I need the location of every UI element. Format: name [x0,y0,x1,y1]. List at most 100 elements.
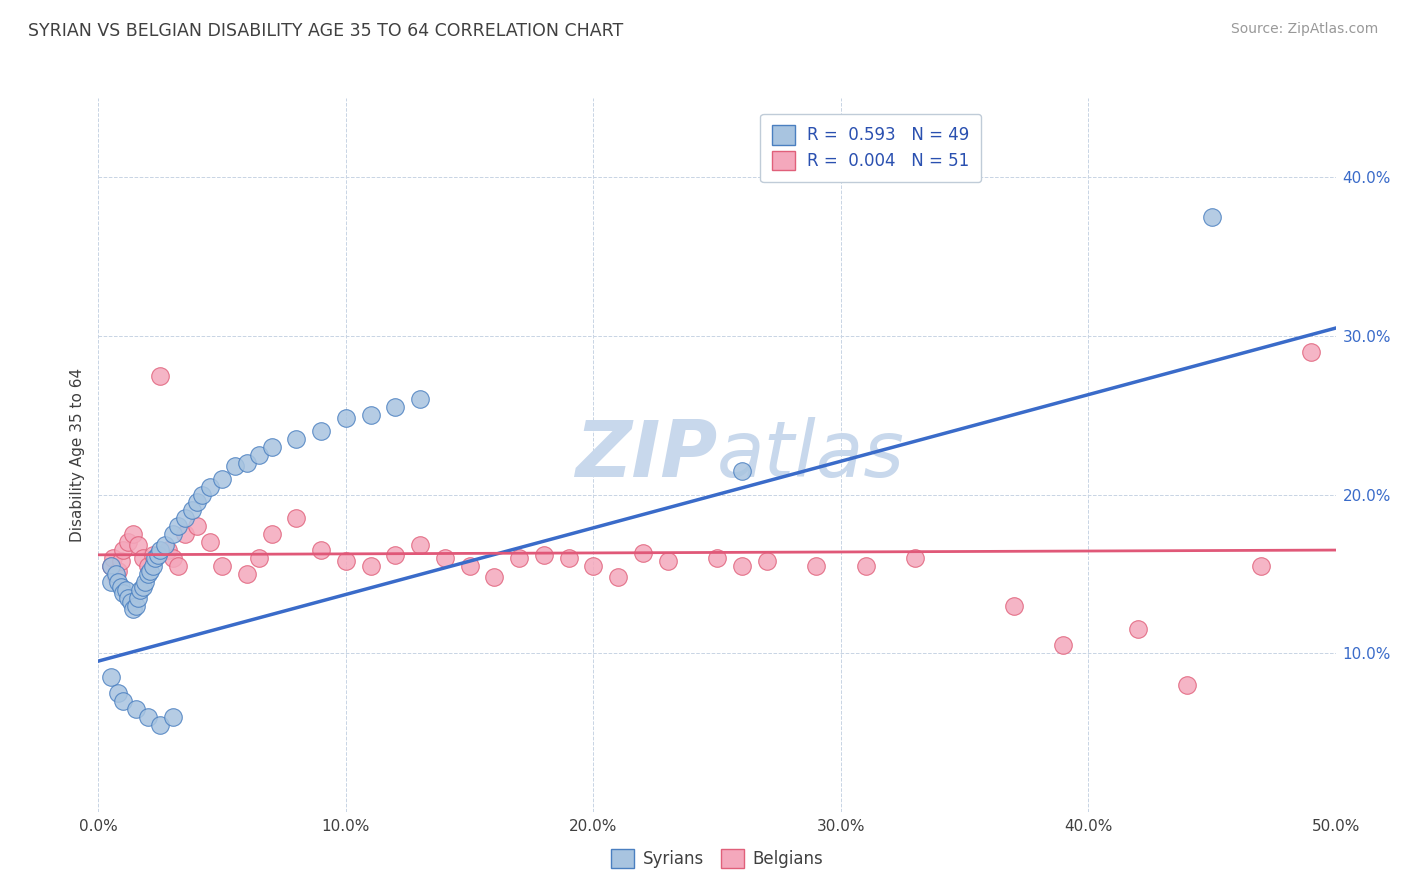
Point [162,709,184,723]
Point [755,554,778,568]
Legend: Syrians, Belgians: Syrians, Belgians [605,842,830,875]
Point [904,551,927,566]
Point [409,392,432,407]
Point [211,472,233,486]
Y-axis label: Disability Age 35 to 64: Disability Age 35 to 64 [69,368,84,542]
Point [607,570,630,584]
Point [236,456,259,470]
Point [100,558,122,573]
Point [855,558,877,573]
Point [631,546,654,560]
Point [107,564,129,578]
Point [285,511,308,525]
Point [149,543,172,558]
Point [335,411,357,425]
Point [1201,210,1223,224]
Point [107,574,129,589]
Text: SYRIAN VS BELGIAN DISABILITY AGE 35 TO 64 CORRELATION CHART: SYRIAN VS BELGIAN DISABILITY AGE 35 TO 6… [28,22,623,40]
Point [100,670,122,684]
Point [136,558,159,573]
Point [1299,344,1322,359]
Point [731,558,754,573]
Point [155,538,177,552]
Point [107,686,129,700]
Point [384,548,406,562]
Point [117,591,139,605]
Point [132,551,155,566]
Point [142,548,165,562]
Point [129,582,152,597]
Point [260,527,283,541]
Point [143,551,166,566]
Point [104,570,127,584]
Point [124,599,146,613]
Point [112,694,135,708]
Point [731,464,754,478]
Point [409,538,432,552]
Point [657,554,679,568]
Point [211,558,233,573]
Point [1002,599,1025,613]
Point [1250,558,1272,573]
Point [247,551,270,566]
Point [533,548,555,562]
Point [309,424,332,438]
Point [804,558,827,573]
Point [149,717,172,731]
Point [122,527,145,541]
Point [198,480,221,494]
Point [142,558,165,573]
Point [706,551,728,566]
Point [127,591,149,605]
Text: ZIP: ZIP [575,417,717,493]
Point [110,580,132,594]
Point [433,551,456,566]
Point [198,535,221,549]
Point [191,487,214,501]
Point [582,558,605,573]
Point [120,595,142,609]
Point [136,566,159,581]
Text: atlas: atlas [717,417,905,493]
Point [1175,678,1198,692]
Point [508,551,530,566]
Point [112,586,135,600]
Point [335,554,357,568]
Point [181,503,204,517]
Point [124,701,146,715]
Point [174,527,197,541]
Point [236,566,259,581]
Point [162,527,184,541]
Point [260,440,283,454]
Point [186,495,208,509]
Point [360,409,382,423]
Point [114,582,136,597]
Point [103,551,125,566]
Point [136,709,159,723]
Point [134,574,156,589]
Point [146,548,169,562]
Point [100,574,122,589]
Point [156,543,179,558]
Point [186,519,208,533]
Point [1052,638,1074,652]
Point [122,601,145,615]
Point [132,580,155,594]
Point [285,432,308,446]
Point [384,401,406,415]
Point [360,558,382,573]
Point [484,570,506,584]
Point [166,558,188,573]
Point [112,543,135,558]
Point [458,558,481,573]
Point [149,368,172,383]
Point [224,458,246,473]
Point [247,448,270,462]
Text: Source: ZipAtlas.com: Source: ZipAtlas.com [1230,22,1378,37]
Point [174,511,197,525]
Point [139,564,162,578]
Point [117,535,139,549]
Point [309,543,332,558]
Point [127,538,149,552]
Point [104,566,127,581]
